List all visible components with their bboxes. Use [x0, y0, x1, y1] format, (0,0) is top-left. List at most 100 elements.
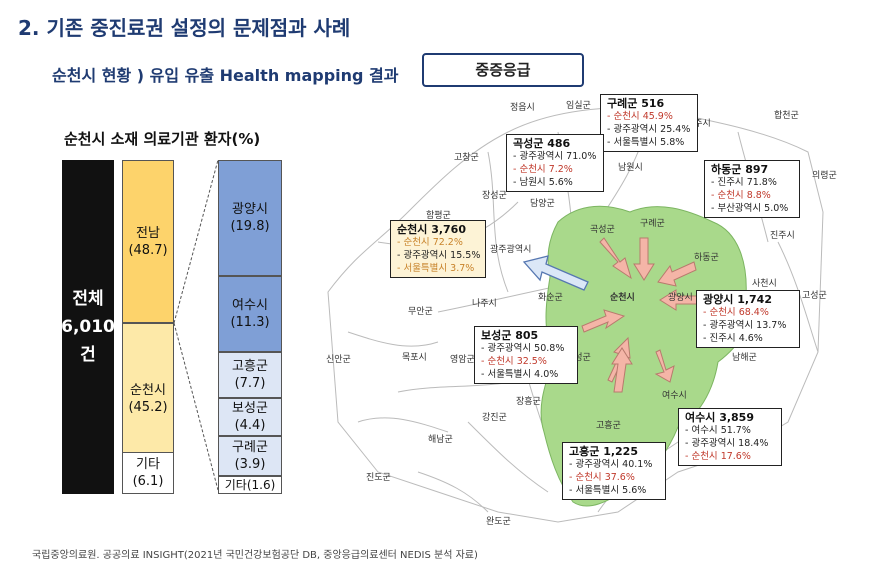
town-label: 나주시	[472, 299, 497, 309]
callout-title: 순천시 3,760	[397, 223, 466, 236]
callout-line: - 순천시 37.6%	[569, 472, 635, 483]
page-title: 2. 기존 중진료권 설정의 문제점과 사례	[18, 16, 351, 40]
callout-yeosu: 여수시 3,859 - 여수시 51.7% - 광주광역시 18.4% - 순천…	[678, 408, 782, 466]
callout-line: - 서울특별시 3.7%	[397, 263, 475, 274]
town-label: 순천시	[610, 293, 635, 303]
callout-title: 곡성군 486	[513, 137, 571, 150]
town-label: 곡성군	[590, 225, 615, 235]
callout-line: - 순천시 72.2%	[397, 237, 463, 248]
town-label: 여수시	[662, 391, 687, 401]
segment-label: 보성군	[232, 401, 268, 416]
town-label: 의령군	[812, 171, 837, 181]
town-label: 장흥군	[516, 397, 541, 407]
segment-label: 광양시	[232, 202, 268, 217]
total-unit: 건	[80, 345, 96, 365]
town-label: 고성군	[802, 291, 827, 301]
town-label: 남해군	[732, 353, 757, 363]
callout-line: - 순천시 7.2%	[513, 164, 573, 175]
town-label: 구례군	[640, 219, 665, 229]
segment-value: (6.1)	[132, 474, 164, 489]
bar-segment-suncheon: 순천시 (45.2)	[122, 323, 174, 474]
town-label: 고흥군	[596, 421, 621, 431]
section-subtitle: 순천시 현황 ) 유입 유출 Health mapping 결과	[52, 66, 399, 85]
severity-badge: 중증응급	[422, 53, 584, 87]
callout-line: - 순천시 68.4%	[703, 307, 769, 318]
town-label: 광주광역시	[490, 245, 532, 255]
connector-lines	[174, 160, 219, 491]
callout-title: 고흥군 1,225	[569, 445, 638, 458]
town-label: 정읍시	[510, 103, 535, 113]
callout-hadong: 하동군 897 - 진주시 71.8% - 순천시 8.8% - 부산광역시 5…	[704, 160, 800, 218]
segment-label: 여수시	[232, 298, 268, 313]
town-label: 합천군	[774, 111, 799, 121]
town-label: 보성군	[566, 353, 591, 363]
callout-line: - 광주광역시 15.5%	[397, 250, 481, 261]
outflow-arrow	[522, 255, 589, 291]
town-label: 강진군	[482, 413, 507, 423]
segment-value: (3.9)	[234, 457, 266, 472]
callout-goheung: 고흥군 1,225 - 광주광역시 40.1% - 순천시 37.6% - 서울…	[562, 442, 666, 500]
callout-line: - 서울특별시 4.0%	[481, 369, 559, 380]
segment-value: (7.7)	[234, 376, 266, 391]
total-value: 6,010	[61, 317, 115, 337]
town-label: 진도군	[366, 473, 391, 483]
town-label: 고창군	[454, 153, 479, 163]
town-label: 전주시	[686, 119, 711, 129]
inflow-arrows	[581, 237, 703, 393]
bar-segment-jeonnam: 전남 (48.7)	[122, 160, 174, 323]
callout-guryeo: 구례군 516 - 순천시 45.9% - 광주광역시 25.4% - 서울특별…	[600, 94, 698, 152]
total-column: 전체 6,010 건	[61, 160, 115, 494]
town-label: 영암군	[450, 355, 475, 365]
segment-value: (48.7)	[128, 242, 168, 258]
bar-segment-other-region-label: 기타 (6.1)	[122, 452, 174, 494]
segment-value: (19.8)	[230, 219, 270, 234]
bar-segment-goheung: 고흥군 (7.7)	[218, 352, 282, 398]
bar-segment-gwangyang: 광양시 (19.8)	[218, 160, 282, 276]
bar-segment-yeosu: 여수시 (11.3)	[218, 276, 282, 352]
callout-line: - 남원시 5.6%	[513, 177, 573, 188]
chart-title: 순천시 소재 의료기관 환자(%)	[64, 130, 261, 148]
town-label: 신안군	[326, 355, 351, 365]
town-label: 해남군	[428, 435, 453, 445]
callout-suncheon: 순천시 3,760 - 순천시 72.2% - 광주광역시 15.5% - 서울…	[390, 220, 486, 278]
segment-label: 기타(1.6)	[224, 477, 276, 492]
segment-label: 전남	[136, 225, 160, 241]
bar-segment-boseong: 보성군 (4.4)	[218, 398, 282, 436]
town-label: 사천시	[752, 279, 777, 289]
callout-line: - 광주광역시 71.0%	[513, 151, 597, 162]
callout-line: - 광주광역시 25.4%	[607, 124, 691, 135]
town-label: 진주시	[770, 231, 795, 241]
callout-line: - 광주광역시 50.8%	[481, 343, 565, 354]
town-label: 완도군	[486, 517, 511, 527]
town-label: 함평군	[426, 211, 451, 221]
callout-title: 구례군 516	[607, 97, 665, 110]
town-label: 임실군	[566, 101, 591, 111]
callout-line: - 순천시 8.8%	[711, 190, 771, 201]
bar-segment-other-city: 기타(1.6)	[218, 476, 282, 494]
callout-title: 하동군 897	[711, 163, 769, 176]
segment-value: (45.2)	[128, 399, 168, 415]
callout-line: - 서울특별시 5.6%	[569, 485, 647, 496]
total-label: 전체	[72, 289, 104, 309]
segment-label: 구례군	[232, 440, 268, 455]
callout-title: 여수시 3,859	[685, 411, 754, 424]
town-label: 무안군	[408, 307, 433, 317]
segment-label: 순천시	[130, 382, 166, 398]
callout-line: - 순천시 32.5%	[481, 356, 547, 367]
segment-value: (11.3)	[230, 315, 270, 330]
town-label: 담양군	[530, 199, 555, 209]
callout-boseong: 보성군 805 - 광주광역시 50.8% - 순천시 32.5% - 서울특별…	[474, 326, 578, 384]
town-label: 화순군	[538, 293, 563, 303]
segment-value: (4.4)	[234, 418, 266, 433]
callout-gokseong: 곡성군 486 - 광주광역시 71.0% - 순천시 7.2% - 남원시 5…	[506, 134, 604, 192]
callout-line: - 부산광역시 5.0%	[711, 203, 789, 214]
town-label: 남원시	[618, 163, 643, 173]
callout-title: 광양시 1,742	[703, 293, 772, 306]
callout-line: - 순천시 17.6%	[685, 451, 751, 462]
callout-line: - 광주광역시 40.1%	[569, 459, 653, 470]
town-label: 장성군	[482, 191, 507, 201]
callout-line: - 여수시 51.7%	[685, 425, 751, 436]
town-label: 광양시	[668, 293, 693, 303]
callout-gwangyang: 광양시 1,742 - 순천시 68.4% - 광주광역시 13.7% - 진주…	[696, 290, 800, 348]
callout-line: - 진주시 71.8%	[711, 177, 777, 188]
